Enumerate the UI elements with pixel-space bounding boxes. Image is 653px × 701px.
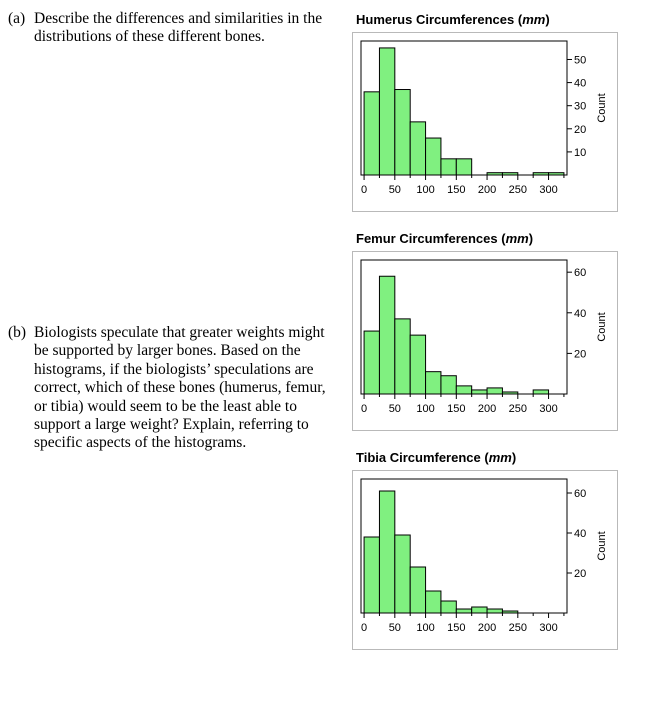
femur-x-tick-label: 200 (478, 403, 496, 415)
humerus-x-tick-label: 0 (361, 184, 367, 196)
tibia-y-axis-label: Count (596, 531, 608, 560)
tibia-bar (425, 590, 442, 614)
femur-bar (394, 318, 411, 395)
tibia-bar (409, 566, 427, 614)
femur-y-tick-label: 60 (574, 267, 586, 279)
femur-y-tick-label: 20 (574, 348, 586, 360)
femur-bar (471, 389, 488, 395)
tibia-bar (363, 536, 380, 614)
femur-bar (455, 385, 473, 395)
femur-bar (440, 375, 457, 395)
humerus-y-tick-label: 30 (574, 101, 586, 113)
question-b-label: (b) (8, 324, 27, 341)
femur-bar (532, 389, 550, 395)
humerus-title-unit: mm (522, 12, 546, 27)
femur-bar (486, 387, 503, 395)
tibia-title-text: Tibia Circumference (356, 450, 481, 465)
humerus-chart-title: Humerus Circumferences (mm) (356, 12, 550, 27)
femur-chart-frame: 0 50 100 150 200 250 300 20 40 60 Count (352, 251, 618, 431)
humerus-chart-frame: 0 50 100 150 200 250 300 10 20 30 40 50 Count (352, 32, 618, 212)
tibia-x-tick-label: 200 (478, 622, 496, 634)
humerus-y-tick-label: 50 (574, 54, 586, 66)
humerus-title-text: Humerus Circumferences (356, 12, 515, 27)
tibia-chart-frame: 0 50 100 150 200 250 300 20 40 60 Count (352, 470, 618, 650)
tibia-x-tick-label: 0 (361, 622, 367, 634)
tibia-bar (440, 600, 457, 614)
humerus-y-tick-label: 10 (574, 147, 586, 159)
femur-x-tick-label: 300 (539, 403, 557, 415)
femur-x-tick-label: 50 (389, 403, 401, 415)
humerus-x-tick-label: 300 (539, 184, 557, 196)
humerus-x-tick-label: 100 (416, 184, 434, 196)
tibia-x-tick-label: 250 (509, 622, 527, 634)
humerus-y-tick-label: 40 (574, 78, 586, 90)
humerus-histogram: 0 50 100 150 200 250 300 10 20 30 40 50 Count (360, 40, 608, 196)
femur-bar (409, 334, 427, 395)
tibia-y-tick-label: 20 (574, 568, 586, 580)
femur-x-tick-label: 100 (416, 403, 434, 415)
tibia-x-tick-label: 100 (416, 622, 434, 634)
femur-histogram: 0 50 100 150 200 250 300 20 40 60 Count (360, 259, 608, 415)
question-a: (a) Describe the differences and similar… (8, 10, 328, 47)
femur-x-tick-label: 0 (361, 403, 367, 415)
question-b-text: Biologists speculate that greater weight… (34, 324, 326, 452)
tibia-bar (394, 534, 411, 614)
humerus-x-tick-label: 250 (509, 184, 527, 196)
humerus-x-tick-label: 150 (447, 184, 465, 196)
tibia-bar (471, 606, 488, 614)
humerus-x-tick-label: 200 (478, 184, 496, 196)
humerus-bar (409, 121, 427, 176)
humerus-y-tick-label: 20 (574, 124, 586, 136)
humerus-bar (363, 91, 380, 176)
tibia-histogram: 0 50 100 150 200 250 300 20 40 60 Count (360, 478, 608, 634)
humerus-x-tick-label: 50 (389, 184, 401, 196)
humerus-bar (440, 158, 457, 176)
question-a-label: (a) (8, 10, 26, 27)
question-a-text: Describe the differences and similaritie… (34, 10, 323, 46)
humerus-y-axis-label: Count (596, 93, 608, 122)
tibia-bar (486, 608, 503, 614)
femur-bar (378, 275, 396, 395)
tibia-x-tick-label: 150 (447, 622, 465, 634)
tibia-bar (455, 608, 473, 614)
femur-y-axis-label: Count (596, 312, 608, 341)
femur-x-tick-label: 150 (447, 403, 465, 415)
tibia-bar (378, 490, 396, 614)
femur-bar (425, 371, 442, 395)
humerus-bar (425, 137, 442, 176)
tibia-y-tick-label: 60 (574, 488, 586, 500)
femur-x-tick-label: 250 (509, 403, 527, 415)
femur-chart-title: Femur Circumferences (mm) (356, 231, 534, 246)
humerus-bar (394, 89, 411, 176)
tibia-x-tick-label: 300 (539, 622, 557, 634)
question-b: (b) Biologists speculate that greater we… (8, 324, 328, 453)
femur-bar (363, 330, 380, 395)
femur-title-text: Femur Circumferences (356, 231, 498, 246)
tibia-x-tick-label: 50 (389, 622, 401, 634)
tibia-chart-title: Tibia Circumference (mm) (356, 450, 517, 465)
femur-title-unit: mm (505, 231, 529, 246)
humerus-bar (378, 47, 396, 176)
tibia-title-unit: mm (488, 450, 512, 465)
tibia-y-tick-label: 40 (574, 528, 586, 540)
humerus-bar (455, 158, 473, 176)
femur-y-tick-label: 40 (574, 308, 586, 320)
